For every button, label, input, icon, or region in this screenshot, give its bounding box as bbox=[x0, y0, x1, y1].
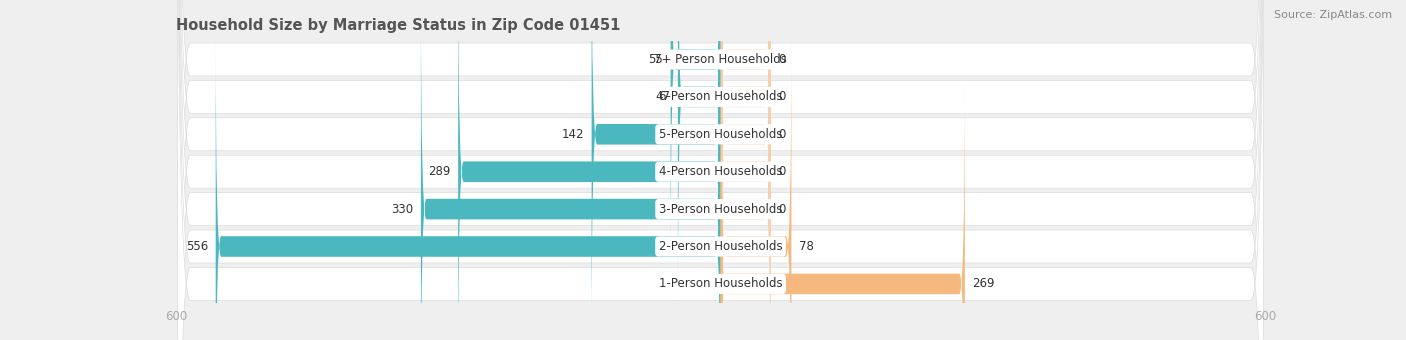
FancyBboxPatch shape bbox=[678, 0, 721, 311]
Text: 47: 47 bbox=[655, 90, 671, 103]
FancyBboxPatch shape bbox=[177, 0, 1264, 340]
FancyBboxPatch shape bbox=[177, 0, 1264, 340]
Text: 6-Person Households: 6-Person Households bbox=[659, 90, 782, 103]
FancyBboxPatch shape bbox=[721, 70, 965, 340]
FancyBboxPatch shape bbox=[458, 0, 721, 340]
FancyBboxPatch shape bbox=[177, 0, 1264, 340]
FancyBboxPatch shape bbox=[721, 0, 770, 311]
Text: 1-Person Households: 1-Person Households bbox=[659, 277, 782, 290]
FancyBboxPatch shape bbox=[177, 0, 1264, 340]
FancyBboxPatch shape bbox=[671, 0, 721, 274]
Text: 289: 289 bbox=[429, 165, 451, 178]
FancyBboxPatch shape bbox=[721, 0, 770, 340]
Text: 0: 0 bbox=[778, 203, 785, 216]
FancyBboxPatch shape bbox=[721, 0, 770, 340]
FancyBboxPatch shape bbox=[215, 32, 721, 340]
FancyBboxPatch shape bbox=[721, 0, 770, 274]
FancyBboxPatch shape bbox=[721, 32, 792, 340]
FancyBboxPatch shape bbox=[721, 0, 770, 340]
Text: 2-Person Households: 2-Person Households bbox=[659, 240, 782, 253]
FancyBboxPatch shape bbox=[177, 0, 1264, 340]
Text: 0: 0 bbox=[778, 90, 785, 103]
Text: 0: 0 bbox=[778, 128, 785, 141]
Text: 7+ Person Households: 7+ Person Households bbox=[654, 53, 787, 66]
FancyBboxPatch shape bbox=[592, 0, 721, 340]
Text: 330: 330 bbox=[391, 203, 413, 216]
FancyBboxPatch shape bbox=[177, 0, 1264, 340]
FancyBboxPatch shape bbox=[177, 0, 1264, 340]
Text: Source: ZipAtlas.com: Source: ZipAtlas.com bbox=[1274, 10, 1392, 20]
Text: 4-Person Households: 4-Person Households bbox=[659, 165, 782, 178]
Text: 3-Person Households: 3-Person Households bbox=[659, 203, 782, 216]
Text: 55: 55 bbox=[648, 53, 664, 66]
Text: 0: 0 bbox=[778, 53, 785, 66]
Text: 269: 269 bbox=[972, 277, 994, 290]
FancyBboxPatch shape bbox=[420, 0, 721, 340]
Text: 556: 556 bbox=[186, 240, 208, 253]
Text: Household Size by Marriage Status in Zip Code 01451: Household Size by Marriage Status in Zip… bbox=[176, 18, 620, 33]
Text: 0: 0 bbox=[778, 165, 785, 178]
Text: 5-Person Households: 5-Person Households bbox=[659, 128, 782, 141]
Text: 142: 142 bbox=[562, 128, 585, 141]
Text: 78: 78 bbox=[799, 240, 814, 253]
